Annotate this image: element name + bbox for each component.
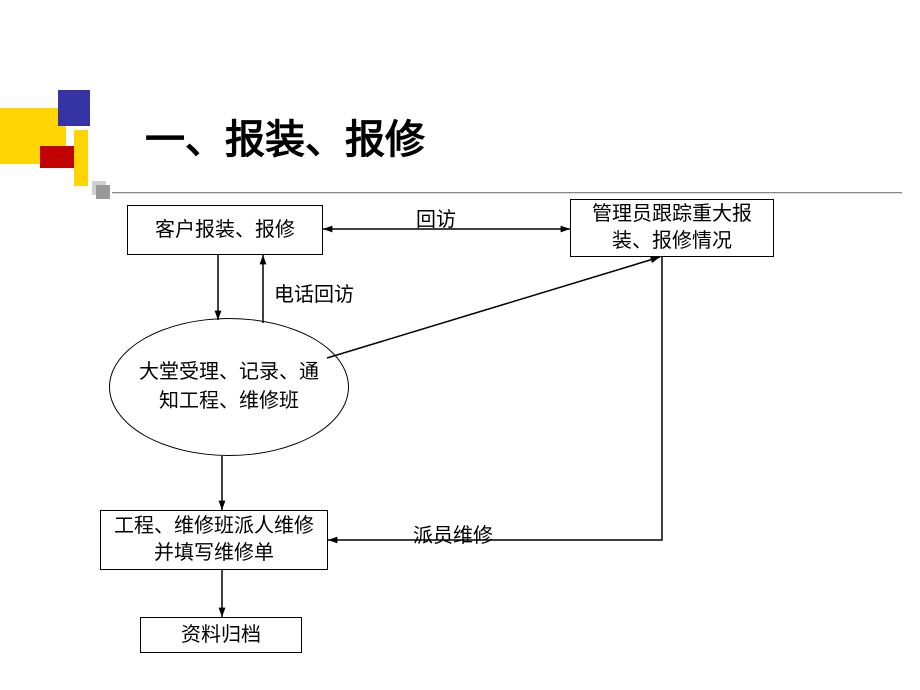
node-admin: 管理员跟踪重大报装、报修情况	[570, 199, 774, 257]
edge-label-dispatch: 派员维修	[413, 519, 493, 548]
rule-bullet	[96, 185, 110, 199]
node-admin-label: 管理员跟踪重大报装、报修情况	[579, 201, 765, 255]
node-customer: 客户报装、报修	[127, 205, 323, 255]
slide-canvas: 一、报装、报修 客户报装、报修 管理员跟踪重大报装、报修情况 大堂受理、记录、通…	[0, 0, 920, 690]
edge-label-return-visit: 回访	[416, 203, 456, 232]
node-customer-label: 客户报装、报修	[155, 217, 295, 244]
deco-rect-4	[74, 130, 88, 186]
edge-label-phone-return: 电话回访	[274, 278, 354, 307]
node-lobby-label: 大堂受理、记录、通知工程、维修班	[138, 358, 320, 416]
node-engineer-label: 工程、维修班派人维修并填写维修单	[109, 513, 319, 567]
node-archive: 资料归档	[140, 617, 302, 653]
slide-title: 一、报装、报修	[145, 107, 425, 165]
rule-line	[112, 192, 902, 194]
node-engineer: 工程、维修班派人维修并填写维修单	[100, 510, 328, 570]
node-archive-label: 资料归档	[181, 622, 261, 649]
node-lobby: 大堂受理、记录、通知工程、维修班	[109, 318, 349, 456]
deco-rect-2	[58, 90, 90, 126]
